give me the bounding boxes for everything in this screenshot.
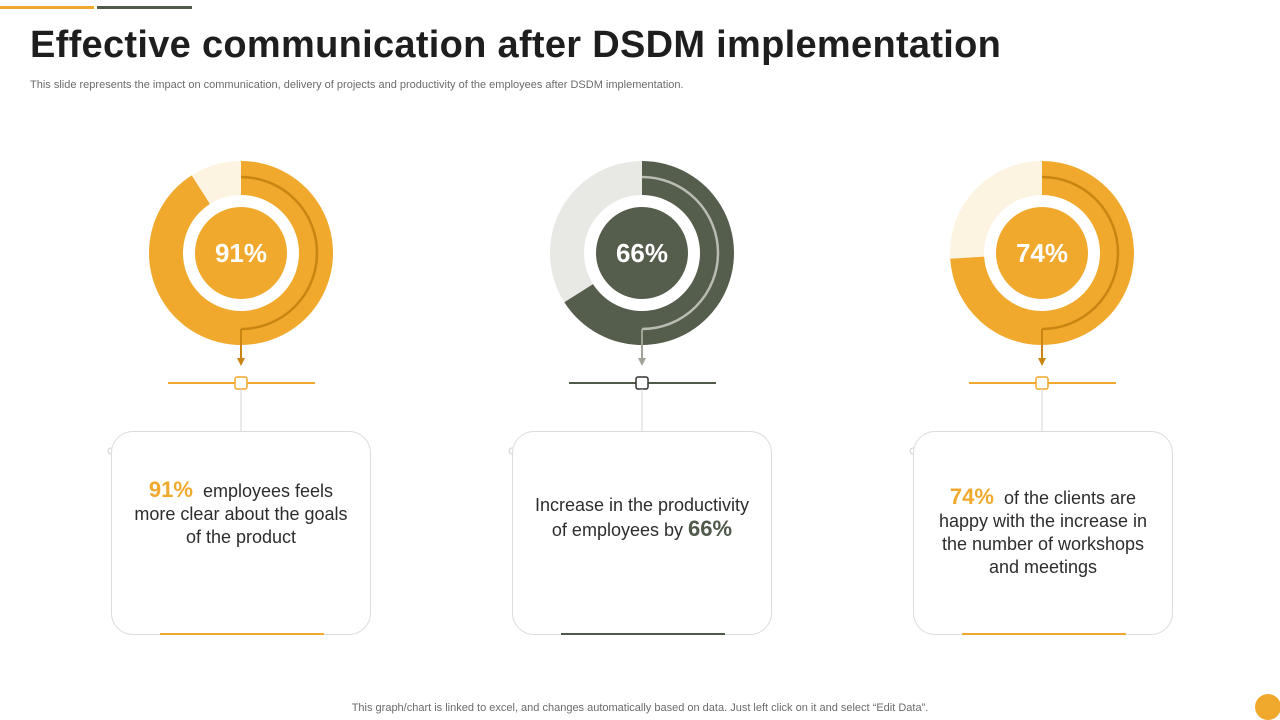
donut-1-center bbox=[195, 207, 287, 299]
donut-1-arc-line bbox=[240, 175, 319, 331]
donut-2-remainder bbox=[550, 161, 642, 303]
donut-3-arrow-head bbox=[1038, 358, 1046, 366]
donut-3-arc-line bbox=[1041, 175, 1120, 331]
card-2-underline bbox=[561, 633, 725, 635]
card-1-percent: 91% bbox=[148, 476, 193, 502]
card-3-underline bbox=[962, 633, 1126, 635]
card-3-description: of the clients are happy with the increa… bbox=[938, 487, 1148, 577]
connector-3-node bbox=[1035, 376, 1049, 390]
corner-dot bbox=[1255, 694, 1280, 720]
donut-1-label: 91% bbox=[215, 238, 267, 268]
donut-2-arc-line bbox=[641, 175, 720, 331]
accent-bar-orange bbox=[0, 6, 94, 9]
donut-3-value-segment bbox=[950, 161, 1134, 346]
card-2-percent: 66% bbox=[688, 516, 733, 541]
donut-2-center bbox=[596, 207, 688, 299]
footer-note: This graph/chart is linked to excel, and… bbox=[351, 702, 929, 714]
donut-1-arrow-head bbox=[237, 358, 245, 366]
connector-2-node bbox=[635, 376, 649, 390]
donut-1-value-segment bbox=[149, 161, 334, 345]
donut-1-remainder bbox=[191, 161, 241, 205]
donut-3-label: 74% bbox=[1016, 238, 1068, 268]
info-card-3: 74% of the clients are happy with the in… bbox=[913, 431, 1173, 635]
card-3-percent: 74% bbox=[949, 483, 994, 509]
accent-bar-dark bbox=[97, 6, 192, 9]
donut-2-label: 66% bbox=[616, 238, 668, 268]
card-1-text: 91% employees feels more clear about the… bbox=[132, 432, 350, 634]
donut-2-arrow-head bbox=[638, 358, 646, 366]
card-3-text: 74% of the clients are happy with the in… bbox=[934, 432, 1152, 634]
card-2-text: Increase in the productivity of employee… bbox=[533, 432, 751, 634]
card-1-underline bbox=[160, 633, 324, 635]
info-card-2: Increase in the productivity of employee… bbox=[512, 431, 772, 635]
donut-2-value-segment bbox=[564, 161, 734, 345]
card-1-description: employees feels more clear about the goa… bbox=[134, 480, 348, 547]
card-2-description: Increase in the productivity of employee… bbox=[534, 495, 750, 540]
page-subtitle: This slide represents the impact on comm… bbox=[30, 79, 684, 91]
info-card-1: 91% employees feels more clear about the… bbox=[111, 431, 371, 635]
donut-3-center bbox=[996, 207, 1088, 299]
connector-1-node bbox=[234, 376, 248, 390]
donut-3-remainder bbox=[949, 161, 1042, 259]
page-title: Effective communication after DSDM imple… bbox=[30, 24, 1002, 66]
